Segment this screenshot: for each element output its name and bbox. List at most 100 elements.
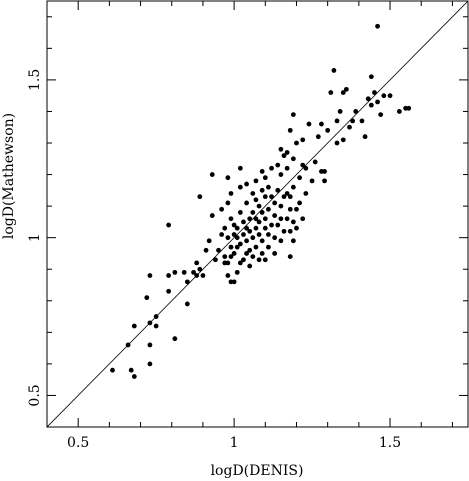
data-point	[222, 225, 228, 231]
y-tick-label: 1	[27, 233, 43, 242]
data-point	[128, 367, 134, 373]
data-point	[266, 184, 271, 190]
data-point	[231, 222, 237, 228]
data-point	[375, 99, 380, 105]
data-point	[209, 172, 215, 177]
data-point	[234, 225, 240, 231]
data-point	[303, 191, 309, 196]
data-point	[309, 178, 315, 184]
data-point	[259, 238, 265, 244]
data-point	[241, 232, 246, 237]
data-point	[406, 105, 412, 111]
data-point	[387, 93, 393, 99]
data-point	[153, 323, 159, 329]
data-point	[362, 134, 368, 140]
data-point	[328, 90, 334, 95]
data-point	[262, 225, 268, 231]
data-point	[194, 260, 200, 266]
data-point	[147, 273, 153, 278]
data-point	[241, 219, 246, 225]
data-point	[381, 93, 387, 99]
data-point	[244, 251, 249, 256]
data-point	[368, 102, 374, 108]
data-point	[259, 210, 265, 215]
data-point	[306, 121, 312, 127]
data-point	[184, 279, 190, 285]
data-point	[166, 273, 172, 278]
data-point	[166, 222, 172, 228]
data-point	[228, 216, 234, 222]
data-point	[272, 235, 278, 241]
data-point	[284, 216, 290, 222]
data-point	[396, 109, 402, 114]
data-point	[225, 175, 231, 181]
data-point	[147, 361, 153, 367]
data-point	[350, 118, 356, 124]
data-point	[378, 112, 384, 117]
data-point	[237, 165, 243, 171]
data-point	[290, 184, 296, 190]
data-point	[194, 273, 200, 278]
data-point	[266, 244, 271, 250]
data-point	[247, 263, 253, 269]
data-point	[219, 206, 225, 212]
data-point	[250, 191, 256, 196]
data-point	[272, 200, 278, 206]
data-point	[278, 238, 284, 244]
data-point	[284, 191, 290, 196]
data-point	[290, 156, 296, 162]
data-point	[287, 206, 293, 212]
data-point	[197, 266, 203, 272]
data-point	[228, 244, 234, 250]
data-point	[125, 342, 131, 348]
data-point	[325, 127, 331, 133]
data-point	[153, 314, 159, 319]
data-point	[337, 109, 343, 114]
data-point	[237, 210, 243, 215]
data-point	[197, 194, 203, 200]
data-point	[284, 165, 290, 171]
data-point	[228, 191, 234, 196]
data-point	[181, 269, 187, 275]
data-point	[244, 238, 249, 244]
data-point	[234, 244, 240, 250]
data-point	[172, 269, 178, 275]
data-point	[272, 213, 278, 218]
data-point	[375, 23, 380, 29]
data-point	[372, 90, 377, 95]
data-point	[200, 273, 206, 278]
x-tick-label: 1	[230, 435, 239, 451]
data-point	[256, 203, 262, 209]
data-point	[262, 194, 268, 200]
data-point	[365, 96, 371, 102]
data-point	[250, 254, 256, 259]
y-tick-label: 0.5	[27, 384, 43, 406]
data-point	[206, 238, 212, 244]
data-point	[253, 225, 259, 231]
data-point	[244, 225, 249, 231]
data-point	[278, 216, 284, 222]
data-point	[278, 146, 284, 152]
data-point	[278, 172, 284, 177]
y-tick-label: 1.5	[27, 69, 43, 91]
data-point	[319, 121, 324, 127]
data-point	[368, 74, 374, 80]
data-point	[262, 257, 268, 263]
data-point	[225, 200, 231, 206]
data-point	[287, 127, 293, 133]
data-point	[290, 219, 296, 225]
data-point	[262, 175, 268, 181]
data-point	[225, 235, 231, 241]
data-point	[312, 159, 318, 165]
data-point	[287, 228, 293, 234]
data-point	[334, 140, 340, 146]
data-point	[259, 187, 265, 193]
data-point	[244, 200, 249, 206]
y-axis-label: logD(Mathewson)	[1, 113, 17, 239]
data-point	[256, 232, 262, 237]
data-point	[237, 260, 243, 266]
data-point	[222, 254, 228, 259]
x-tick-label: 0.5	[67, 435, 89, 451]
data-point	[250, 235, 256, 241]
data-point	[231, 279, 237, 285]
